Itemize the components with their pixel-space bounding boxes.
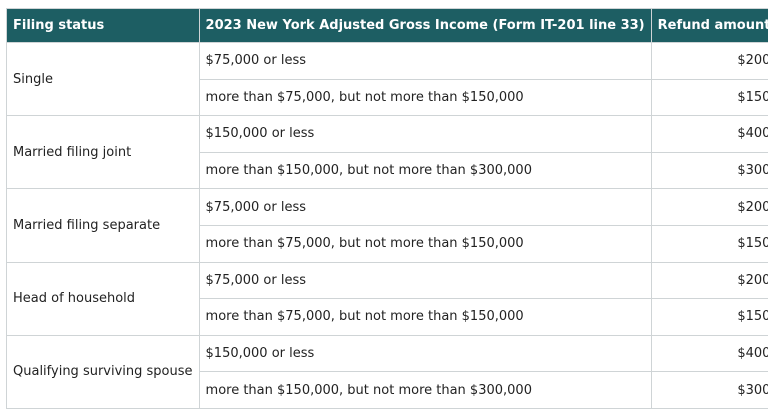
income-range: more than $75,000, but not more than $15… xyxy=(198,78,652,117)
table-row: more than $150,000, but not more than $3… xyxy=(7,371,768,409)
filing-status: Married filing joint xyxy=(6,115,200,190)
income-range: more than $75,000, but not more than $15… xyxy=(198,298,652,336)
header-cell: 2023 New York Adjusted Gross Income (For… xyxy=(198,8,652,43)
income-range: more than $150,000, but not more than $3… xyxy=(198,151,652,190)
refund-table: Filing status 2023 New York Adjusted Gros… xyxy=(6,8,768,409)
table-row: Married filing joint $150,000 or less $400 xyxy=(6,115,768,190)
refund-amount: $200 xyxy=(650,261,768,300)
table-row: more than $75,000, but not more than $15… xyxy=(7,224,768,263)
filing-status: Head of household xyxy=(6,261,200,336)
income-range: more than $150,000, but not more than $3… xyxy=(198,371,652,409)
table-row: more than $75,000, but not more than $15… xyxy=(7,298,768,336)
refund-amount: $400 xyxy=(650,334,768,373)
income-range: $75,000 or less xyxy=(198,188,652,226)
filing-status: Married filing separate xyxy=(6,188,200,263)
table-body: Single $75,000 or less $200 more than $75,0… xyxy=(6,41,768,409)
table-row: more than $75,000, but not more than $15… xyxy=(7,78,768,117)
income-range: more than $75,000, but not more than $15… xyxy=(198,224,652,263)
income-range: $75,000 or less xyxy=(198,261,652,300)
income-range: $150,000 or less xyxy=(198,334,652,373)
filing-status: Single xyxy=(6,41,200,117)
table-row: Qualifying surviving spouse $150,000 or l… xyxy=(6,334,768,409)
header-cell: Refund amount xyxy=(650,8,768,43)
refund-amount: $300 xyxy=(650,371,768,409)
header-cell: Filing status xyxy=(6,8,200,43)
filing-status: Qualifying surviving spouse xyxy=(6,334,200,409)
refund-amount: $400 xyxy=(650,115,768,153)
income-range: $150,000 or less xyxy=(198,115,652,153)
refund-amount: $150 xyxy=(650,78,768,117)
income-range: $75,000 or less xyxy=(198,42,652,80)
refund-amount: $300 xyxy=(650,151,768,190)
refund-amount: $150 xyxy=(650,224,768,263)
refund-amount: $200 xyxy=(650,188,768,226)
refund-amount: $150 xyxy=(650,298,768,336)
table-header: Filing status 2023 New York Adjusted Gros… xyxy=(6,8,768,43)
table-row: Married filing separate $75,000 or less $2… xyxy=(6,188,768,263)
header-row: Filing status 2023 New York Adjusted Gros… xyxy=(6,8,768,43)
table-row: Single $75,000 or less $200 xyxy=(6,41,768,117)
refund-amount: $200 xyxy=(650,42,768,80)
table-row: Head of household $75,000 or less $200 xyxy=(6,261,768,336)
